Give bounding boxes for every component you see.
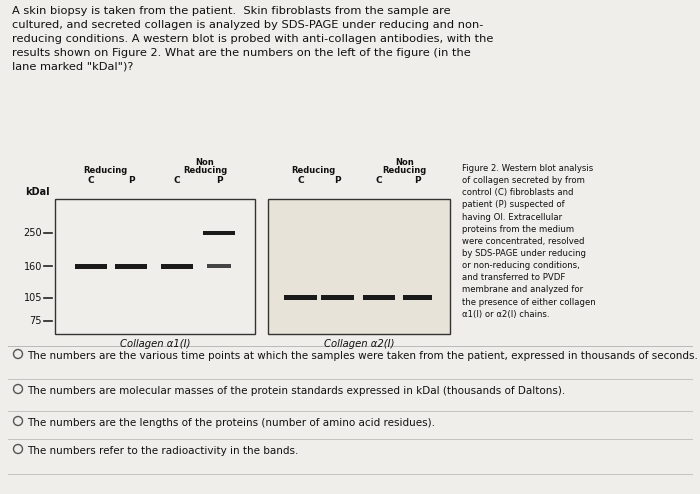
- Text: The numbers are the various time points at which the samples were taken from the: The numbers are the various time points …: [27, 351, 699, 361]
- Bar: [268, 199, 450, 334]
- Bar: [161, 264, 193, 269]
- Text: 160: 160: [24, 261, 42, 272]
- Text: C: C: [298, 176, 304, 185]
- Text: kDal: kDal: [25, 187, 50, 197]
- Text: Non: Non: [195, 158, 214, 167]
- Text: Reducing: Reducing: [291, 166, 335, 175]
- Text: C: C: [88, 176, 94, 185]
- Bar: [402, 295, 432, 300]
- Text: 75: 75: [29, 316, 42, 326]
- Text: Reducing: Reducing: [83, 166, 127, 175]
- Text: C: C: [174, 176, 181, 185]
- Bar: [207, 264, 231, 269]
- Bar: [321, 295, 354, 300]
- Text: P: P: [127, 176, 134, 185]
- Text: Collagen α1(I): Collagen α1(I): [120, 339, 190, 349]
- Bar: [75, 264, 107, 269]
- Text: A skin biopsy is taken from the patient.  Skin fibroblasts from the sample are
c: A skin biopsy is taken from the patient.…: [12, 6, 493, 72]
- Bar: [115, 264, 147, 269]
- Text: Non: Non: [395, 158, 414, 167]
- Text: Collagen α2(I): Collagen α2(I): [323, 339, 394, 349]
- Text: The numbers refer to the radioactivity in the bands.: The numbers refer to the radioactivity i…: [27, 446, 299, 456]
- Text: The numbers are the lengths of the proteins (number of amino acid residues).: The numbers are the lengths of the prote…: [27, 418, 435, 428]
- Bar: [203, 231, 235, 235]
- Text: P: P: [414, 176, 421, 185]
- Bar: [284, 295, 317, 300]
- Text: Reducing: Reducing: [183, 166, 227, 175]
- Text: C: C: [376, 176, 382, 185]
- Text: 105: 105: [24, 292, 42, 302]
- Bar: [363, 295, 396, 300]
- Text: Reducing: Reducing: [382, 166, 426, 175]
- Text: Figure 2. Western blot analysis
of collagen secreted by from
control (C) fibrobl: Figure 2. Western blot analysis of colla…: [462, 164, 596, 319]
- Text: P: P: [216, 176, 223, 185]
- Text: 250: 250: [23, 228, 42, 238]
- Text: The numbers are molecular masses of the protein standards expressed in kDal (tho: The numbers are molecular masses of the …: [27, 386, 566, 396]
- Bar: [55, 199, 255, 334]
- Text: P: P: [334, 176, 340, 185]
